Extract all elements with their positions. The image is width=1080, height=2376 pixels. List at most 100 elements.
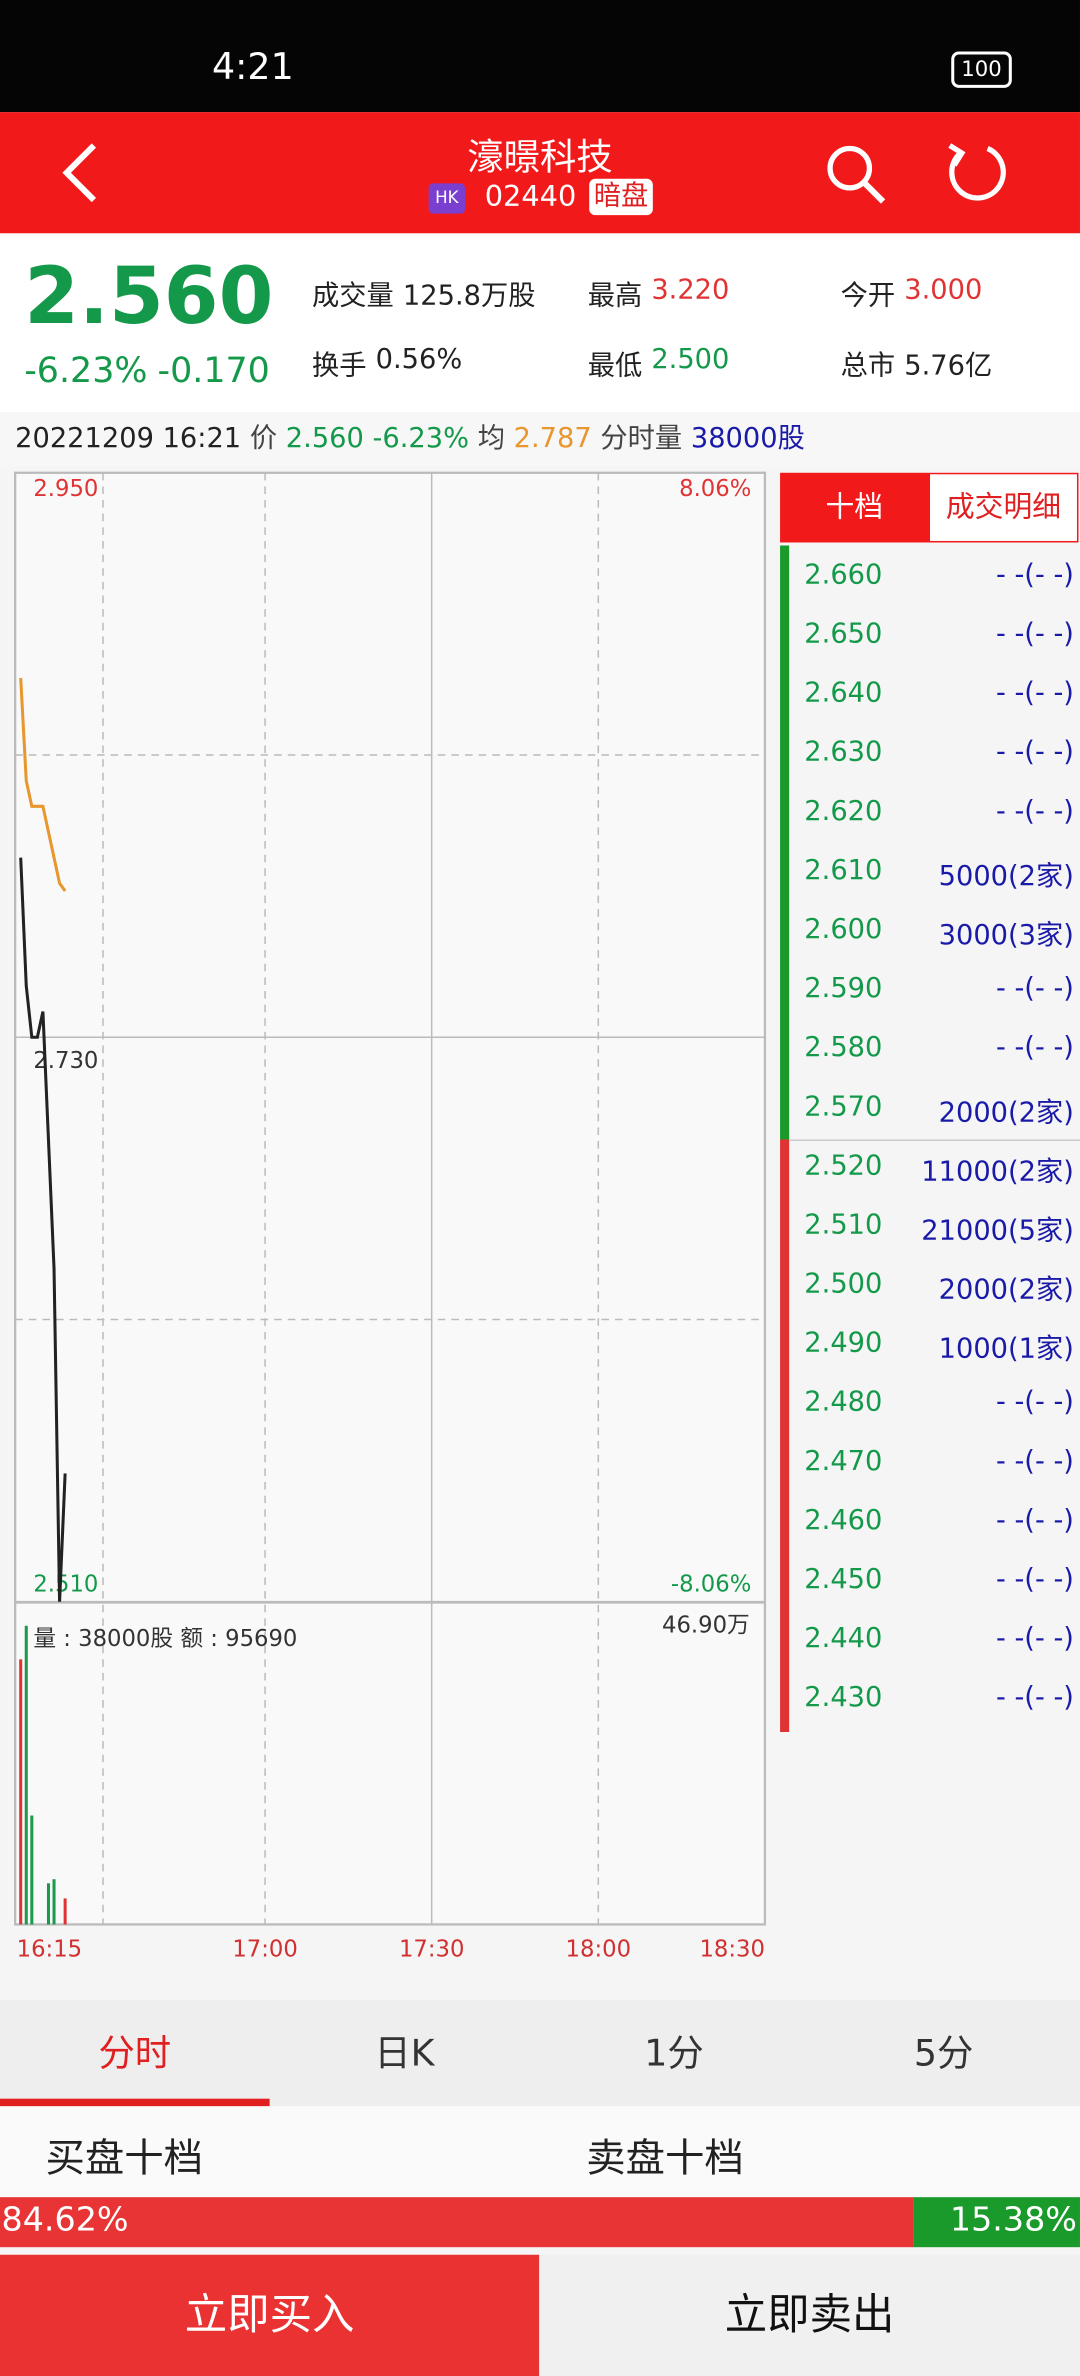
- volume-bar: [30, 1815, 34, 1925]
- volume-tick-label: 46.90万: [662, 1612, 750, 1638]
- chart-frame: [14, 471, 767, 1926]
- y-tick-label: 2.730: [33, 1048, 98, 1074]
- bid-side-bar: [780, 1139, 790, 1732]
- book-price: 2.510: [804, 1209, 883, 1242]
- book-price: 2.610: [804, 854, 883, 887]
- book-qty: - -(- -): [995, 1031, 1074, 1064]
- info-line: 20221209 16:21 价 2.560 -6.23% 均 2.787 分时…: [0, 412, 1080, 467]
- stat-value: 0.56%: [375, 343, 463, 376]
- y-tick-label: 2.950: [33, 476, 98, 502]
- book-price: 2.630: [804, 736, 883, 769]
- info-change: -6.23%: [372, 422, 470, 455]
- book-price: 2.660: [804, 559, 883, 591]
- book-price: 2.520: [804, 1150, 883, 1182]
- book-price: 2.490: [804, 1327, 883, 1360]
- back-button[interactable]: [55, 139, 106, 206]
- book-price: 2.500: [804, 1268, 883, 1301]
- tab-active[interactable]: 分时: [98, 2032, 172, 2075]
- stat-label: 成交量: [312, 280, 394, 313]
- tab[interactable]: 日K: [374, 2032, 435, 2075]
- last-price: 2.560: [24, 251, 274, 343]
- book-price: 2.600: [804, 913, 883, 946]
- book-price: 2.450: [804, 1563, 883, 1596]
- price-line: [19, 857, 67, 1602]
- buy-ratio-label: 84.62%: [1, 2201, 129, 2240]
- x-tick-label: 17:30: [399, 1937, 464, 1963]
- book-qty: 5000(2家): [938, 860, 1074, 893]
- status-time: 4:21: [212, 45, 294, 88]
- book-qty: - -(- -): [995, 618, 1074, 651]
- info-datetime: 20221209 16:21: [15, 422, 242, 455]
- stat-value: 5.76亿: [904, 350, 993, 382]
- book-qty: - -(- -): [995, 1445, 1074, 1478]
- book-qty: 3000(3家): [938, 919, 1074, 952]
- info-avg-label: 均: [477, 422, 505, 455]
- quote-panel: [0, 233, 1080, 413]
- info-price-label: 价: [249, 422, 278, 455]
- book-price: 2.430: [804, 1681, 883, 1714]
- book-qty: - -(- -): [995, 736, 1074, 769]
- book-qty: 2000(2家): [938, 1274, 1074, 1307]
- market-badge: HK: [428, 183, 466, 214]
- book-qty: - -(- -): [995, 1386, 1074, 1419]
- x-tick-label: 17:00: [232, 1937, 297, 1963]
- stat-label: 总市: [840, 350, 896, 382]
- tab-bar: [0, 2000, 1080, 2107]
- x-tick-label: 16:15: [17, 1937, 82, 1963]
- sell-section-title: 卖盘十档: [586, 2136, 744, 2183]
- change-amount: -0.170: [157, 351, 270, 391]
- info-vol: 38000股: [690, 422, 805, 455]
- book-qty: - -(- -): [995, 677, 1074, 710]
- refresh-button[interactable]: [942, 139, 1009, 206]
- book-qty: 21000(5家): [921, 1215, 1074, 1248]
- book-price: 2.570: [804, 1091, 883, 1123]
- tab[interactable]: 5分: [913, 2032, 974, 2075]
- book-qty: - -(- -): [995, 795, 1074, 828]
- book-tab[interactable]: 成交明细: [928, 472, 1079, 543]
- status-bar: [0, 0, 1080, 113]
- info-vol-label: 分时量: [600, 422, 683, 455]
- stat-label: 最低: [587, 350, 643, 382]
- dark-pool-tag: 暗盘: [589, 178, 653, 216]
- intraday-chart: 16:15 17:00 17:30 18:00 18:30 2.950 2.730 2.510…: [14, 471, 767, 1963]
- ask-side-bar: [780, 545, 790, 1140]
- sell-button[interactable]: 立即卖出: [539, 2254, 1080, 2376]
- book-price: 2.480: [804, 1386, 883, 1419]
- battery: 100: [951, 51, 1012, 88]
- volume-label: 量 : 38000股 额 : 95690: [33, 1626, 297, 1652]
- book-price: 2.580: [804, 1031, 883, 1064]
- stock-code: 02440: [484, 180, 577, 214]
- stat-value: 3.220: [651, 274, 730, 307]
- book-qty: - -(- -): [995, 972, 1074, 1005]
- sell-ratio-label: 15.38%: [949, 2201, 1077, 2240]
- y-tick-label: 2.510: [33, 1572, 98, 1598]
- info-price: 2.560: [285, 422, 364, 455]
- book-divider: [789, 1139, 1080, 1142]
- tab-indicator: [0, 2098, 270, 2107]
- buy-button[interactable]: 立即买入: [0, 2254, 540, 2376]
- book-price: 2.640: [804, 677, 883, 710]
- volume-bar: [19, 1659, 23, 1925]
- book-qty: - -(- -): [995, 1504, 1074, 1537]
- book-qty: - -(- -): [995, 559, 1074, 591]
- book-price: 2.470: [804, 1445, 883, 1478]
- book-price: 2.460: [804, 1504, 883, 1537]
- stat-value: 2.500: [651, 343, 730, 376]
- book-price: 2.590: [804, 972, 883, 1005]
- book-qty: 1000(1家): [938, 1333, 1074, 1366]
- stat-value: 3.000: [904, 274, 983, 307]
- x-tick-label: 18:00: [566, 1937, 631, 1963]
- buy-ratio-bar: [0, 2197, 914, 2248]
- search-button[interactable]: [824, 142, 888, 206]
- price-line: [19, 677, 67, 892]
- stat-label: 今开: [840, 280, 896, 313]
- volume-bar: [46, 1883, 50, 1925]
- tab[interactable]: 1分: [644, 2032, 704, 2075]
- book-price: 2.650: [804, 618, 883, 651]
- book-tab-active[interactable]: 十档: [780, 472, 929, 543]
- stat-label: 换手: [312, 350, 367, 382]
- header-bar: [0, 112, 1080, 234]
- book-qty: - -(- -): [995, 1622, 1074, 1655]
- volume-bar: [52, 1879, 56, 1925]
